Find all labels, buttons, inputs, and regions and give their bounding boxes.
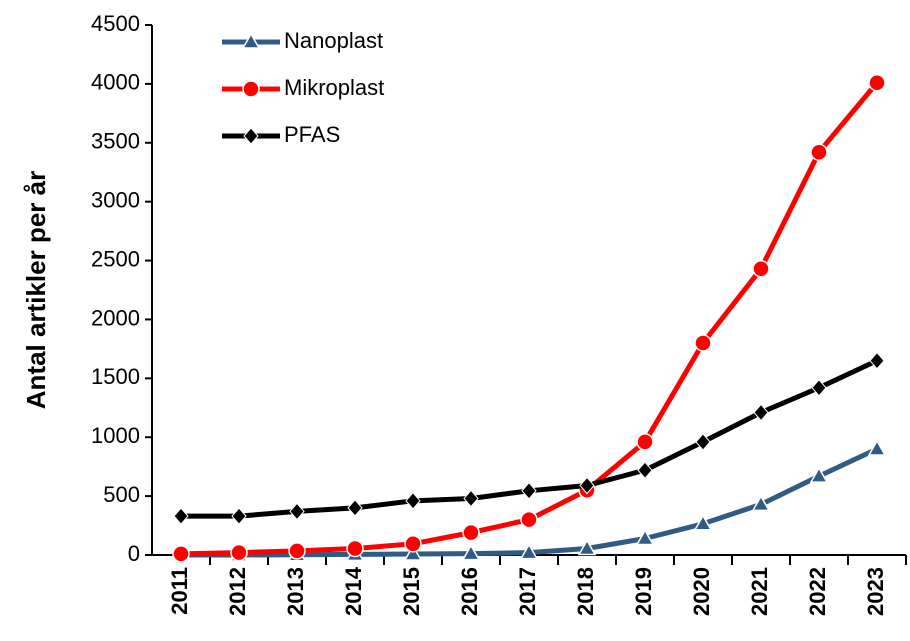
marker <box>463 489 479 508</box>
y-tick-label: 500 <box>103 482 140 507</box>
marker <box>635 528 655 546</box>
marker <box>809 466 829 483</box>
x-tick-label: 2015 <box>399 567 424 616</box>
legend-label: PFAS <box>284 122 340 147</box>
marker <box>519 543 539 560</box>
marker <box>231 507 247 525</box>
marker <box>241 32 261 49</box>
y-tick-label: 3500 <box>91 129 140 154</box>
x-tick-label: 2023 <box>863 567 888 616</box>
marker <box>869 351 885 370</box>
marker <box>243 127 259 145</box>
x-tick-label: 2014 <box>341 566 366 616</box>
series-line <box>181 446 879 558</box>
marker <box>404 535 422 553</box>
marker <box>693 514 713 531</box>
marker <box>753 403 769 422</box>
legend-label: Nanoplast <box>284 28 383 53</box>
marker <box>521 482 537 500</box>
y-tick-label: 2500 <box>91 246 140 271</box>
y-tick-label: 3000 <box>91 187 140 212</box>
x-tick-label: 2019 <box>631 567 656 616</box>
marker <box>289 502 305 521</box>
marker <box>288 542 306 560</box>
marker <box>751 494 771 512</box>
y-tick-label: 2000 <box>91 305 140 330</box>
x-tick-label: 2018 <box>573 567 598 616</box>
x-tick-label: 2012 <box>225 567 250 616</box>
marker <box>520 510 538 529</box>
marker <box>172 545 190 563</box>
marker <box>636 433 654 451</box>
x-tick-label: 2016 <box>457 567 482 616</box>
marker <box>242 80 260 98</box>
marker <box>868 73 886 92</box>
x-tick-label: 2013 <box>283 567 308 616</box>
x-tick-label: 2020 <box>689 567 714 616</box>
marker <box>230 543 248 562</box>
x-tick-label: 2021 <box>747 567 772 616</box>
marker <box>577 539 597 556</box>
marker <box>810 143 828 161</box>
marker <box>346 539 364 558</box>
legend-label: Mikroplast <box>284 75 384 100</box>
marker <box>461 544 481 561</box>
y-tick-label: 4500 <box>91 11 140 36</box>
marker <box>462 523 480 542</box>
marker <box>752 260 770 278</box>
marker <box>347 499 363 517</box>
marker <box>637 461 653 479</box>
marker <box>403 544 423 561</box>
marker <box>579 476 595 495</box>
y-tick-label: 4000 <box>91 70 140 95</box>
y-tick-label: 0 <box>128 541 140 566</box>
x-tick-label: 2017 <box>515 567 540 616</box>
x-tick-label: 2011 <box>167 567 192 615</box>
marker <box>694 334 712 352</box>
y-tick-label: 1500 <box>91 364 140 389</box>
marker <box>173 507 189 525</box>
x-tick-label: 2022 <box>805 567 830 616</box>
marker <box>695 433 711 451</box>
marker <box>811 378 827 397</box>
marker <box>405 492 421 510</box>
y-tick-label: 1000 <box>91 423 140 448</box>
marker <box>867 439 887 456</box>
y-axis-label: Antal artikler per år <box>21 171 51 409</box>
